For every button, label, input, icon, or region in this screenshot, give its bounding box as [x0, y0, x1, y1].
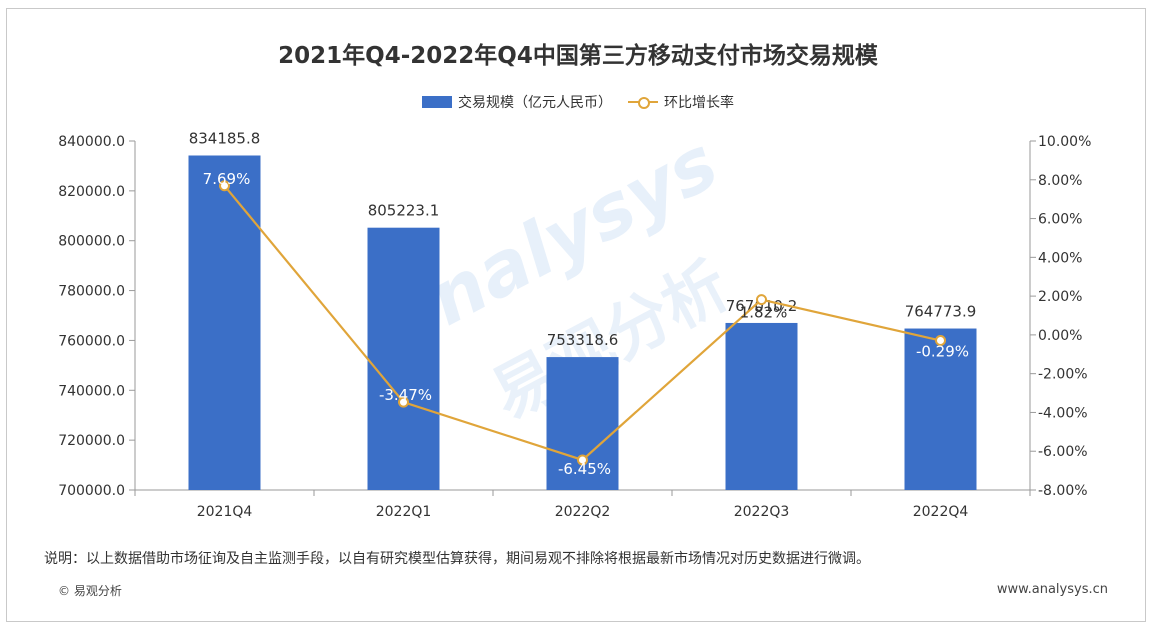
right-axis-tick-label: 2.00% [1038, 289, 1082, 305]
left-axis-tick-label: 720000.0 [58, 433, 125, 449]
line-series: 7.69% -3.47% -6.45% 1.82% -0.29% [203, 170, 969, 478]
bar-data-label: 767010.2 [726, 297, 798, 315]
bar-series: 834185.8 805223.1 753318.6 767010.2 764773.9 [188, 129, 977, 491]
left-axis-tick-label: 840000.0 [58, 134, 125, 150]
right-axis-tick-label: -8.00% [1038, 483, 1088, 499]
left-axis-tick-label: 740000.0 [58, 383, 125, 399]
bar [546, 357, 619, 490]
bar [188, 155, 261, 491]
right-axis-tick-label: 4.00% [1038, 250, 1082, 266]
right-axis-tick-label: -2.00% [1038, 367, 1088, 383]
chart-legend: 交易规模（亿元人民币） 环比增长率 [0, 92, 1156, 112]
line-point [935, 335, 946, 347]
chart-title: 2021年Q4-2022年Q4中国第三方移动支付市场交易规模 [278, 43, 878, 69]
line-data-label: -6.45% [558, 460, 611, 478]
right-axis-tick-label: -6.00% [1038, 444, 1088, 460]
line-point [219, 180, 230, 192]
legend-bar-label: 交易规模（亿元人民币） [458, 95, 612, 111]
right-y-axis: -8.00% -6.00% -4.00% -2.00% 0.00% 2.00% 4.00% 6… [1029, 134, 1091, 499]
bar [367, 227, 440, 490]
right-axis-tick-label: 0.00% [1038, 328, 1082, 344]
left-axis-tick-label: 780000.0 [58, 284, 125, 300]
legend-item-line: 环比增长率 [628, 92, 734, 112]
bar [904, 328, 977, 490]
left-axis-tick-label: 700000.0 [58, 483, 125, 499]
footnote: 说明：以上数据借助市场征询及自主监测手段，以自有研究模型估算获得，期间易观不排除… [44, 551, 870, 567]
right-axis-tick-label: 6.00% [1038, 212, 1082, 228]
x-axis-tick-label: 2022Q2 [555, 504, 611, 520]
bar-data-label: 753318.6 [547, 331, 619, 349]
x-axis-tick-label: 2021Q4 [197, 504, 253, 520]
bar-data-label: 834185.8 [189, 129, 261, 147]
right-axis-tick-label: -4.00% [1038, 405, 1088, 421]
line-point [398, 396, 409, 408]
left-axis-tick-label: 820000.0 [58, 184, 125, 200]
legend-line-swatch [628, 96, 658, 109]
x-axis-tick-label: 2022Q4 [913, 504, 969, 520]
left-axis-tick-label: 760000.0 [58, 333, 125, 349]
x-axis: 2021Q4 2022Q1 2022Q2 2022Q3 2022Q4 [134, 489, 1031, 520]
right-axis-tick-label: 8.00% [1038, 173, 1082, 189]
x-axis-tick-label: 2022Q3 [734, 504, 790, 520]
legend-line-label: 环比增长率 [664, 95, 734, 111]
x-axis-tick-label: 2022Q1 [376, 504, 432, 520]
left-axis-tick-label: 800000.0 [58, 234, 125, 250]
line-data-label: -0.29% [916, 343, 969, 361]
right-axis-tick-label: 10.00% [1038, 134, 1091, 150]
website-link[interactable]: www.analysys.cn [996, 582, 1108, 597]
line-data-label: 1.82% [740, 304, 788, 322]
left-y-axis: 700000.0 720000.0 740000.0 760000.0 780000.0… [58, 134, 136, 499]
bar-data-label: 805223.1 [368, 202, 440, 220]
line-data-label: 7.69% [203, 170, 251, 188]
line-point [577, 454, 588, 466]
line-data-label: -3.47% [379, 386, 432, 404]
copyright: © 易观分析 [58, 584, 122, 598]
bar-data-label: 764773.9 [905, 303, 977, 321]
legend-bar-swatch [422, 96, 452, 108]
bar [725, 322, 798, 490]
line-point [756, 294, 767, 306]
legend-item-bar: 交易规模（亿元人民币） [422, 92, 612, 112]
